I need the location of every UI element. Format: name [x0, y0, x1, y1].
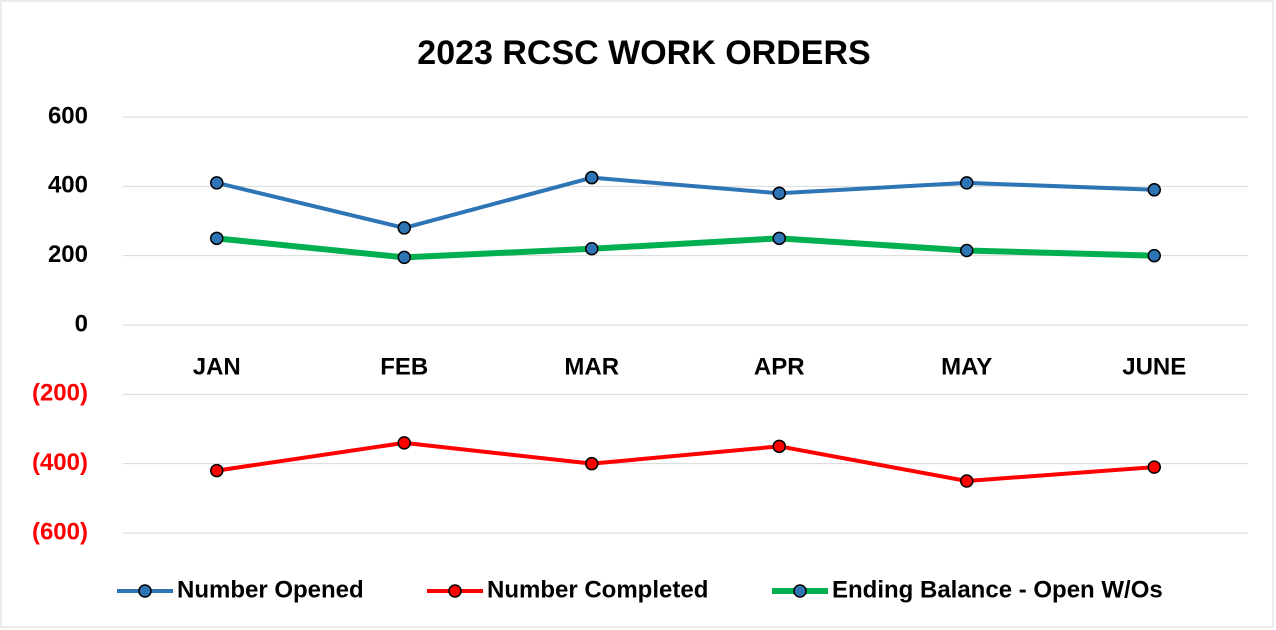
y-tick-label: 0 — [75, 310, 88, 337]
y-tick-label: (600) — [32, 518, 88, 545]
legend-marker — [138, 584, 152, 598]
y-tick-label: (400) — [32, 449, 88, 476]
legend-label: Number Completed — [487, 576, 708, 603]
y-tick-label: (200) — [32, 380, 88, 407]
legend-label: Ending Balance - Open W/Os — [832, 576, 1163, 603]
data-point — [210, 231, 224, 246]
x-tick-label: JUNE — [1122, 353, 1186, 380]
legend-label: Number Opened — [177, 576, 364, 603]
series-line — [216, 440, 1155, 483]
data-point — [397, 250, 411, 265]
data-point — [1147, 460, 1161, 474]
x-tick-label: JAN — [193, 353, 241, 380]
data-point — [397, 436, 411, 450]
data-point — [585, 241, 599, 256]
series-line — [216, 175, 1155, 230]
x-tick-label: MAR — [564, 353, 619, 380]
x-tick-label: FEB — [380, 353, 428, 380]
data-point — [210, 463, 224, 478]
data-point — [960, 176, 974, 190]
y-tick-label: 400 — [48, 172, 88, 199]
x-tick-label: APR — [754, 353, 805, 380]
y-tick-label: 200 — [48, 241, 88, 268]
chart-title: 2023 RCSC WORK ORDERS — [417, 34, 870, 72]
data-point — [772, 439, 786, 454]
data-point — [210, 176, 224, 190]
data-point — [1147, 248, 1161, 263]
series-line — [216, 235, 1155, 261]
y-tick-label: 600 — [48, 102, 88, 129]
data-point — [772, 186, 786, 201]
x-tick-label: MAY — [941, 353, 992, 380]
data-point — [585, 170, 599, 185]
data-point — [1147, 183, 1161, 197]
data-point — [960, 243, 974, 258]
data-point — [585, 456, 599, 471]
data-point — [772, 231, 786, 246]
data-point — [960, 474, 974, 488]
data-point — [397, 221, 411, 235]
legend-marker — [448, 584, 462, 598]
legend-marker — [793, 584, 807, 598]
